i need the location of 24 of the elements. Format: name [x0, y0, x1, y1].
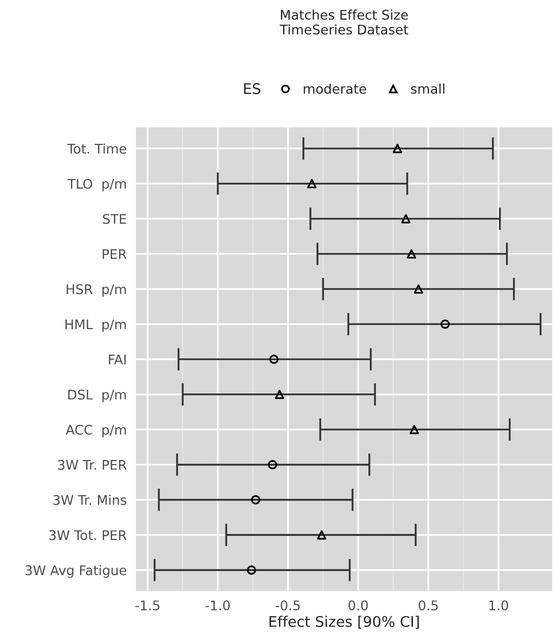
y-tick-label: TLO p/m: [68, 178, 126, 192]
x-tick-label: -1.0: [206, 600, 230, 610]
x-tick-label: 0.5: [418, 600, 438, 610]
legend-label: small: [411, 84, 444, 94]
y-tick-label: 3W Tot. PER: [49, 530, 127, 540]
legend-title: ES: [244, 83, 260, 94]
y-tick-label: DSL p/m: [68, 390, 126, 402]
x-tick-label: 0.0: [348, 600, 368, 610]
y-tick-label: 3W Avg Fatigue: [26, 565, 126, 578]
y-tick-label: ACC p/m: [66, 424, 126, 438]
x-tick-label: -1.5: [135, 600, 160, 610]
x-tick-label: -0.5: [276, 600, 300, 610]
y-tick-label: HML p/m: [66, 320, 126, 332]
legend-label: moderate: [304, 84, 366, 94]
y-tick-label: STE: [103, 214, 126, 224]
y-tick-label: PER: [102, 249, 127, 259]
x-axis-title: Effect Sizes [90% CI]: [270, 616, 419, 629]
chart-title: Matches Effect Size TimeSeries Dataset: [280, 10, 408, 35]
y-tick-label: 3W Tr. PER: [58, 460, 127, 470]
y-tick-label: FAI: [108, 354, 126, 364]
x-tick-label: 1.0: [489, 600, 508, 610]
y-tick-label: 3W Tr. Mins: [53, 494, 126, 505]
y-tick-label: Tot. Time: [67, 143, 126, 154]
y-tick-label: HSR p/m: [66, 284, 126, 297]
